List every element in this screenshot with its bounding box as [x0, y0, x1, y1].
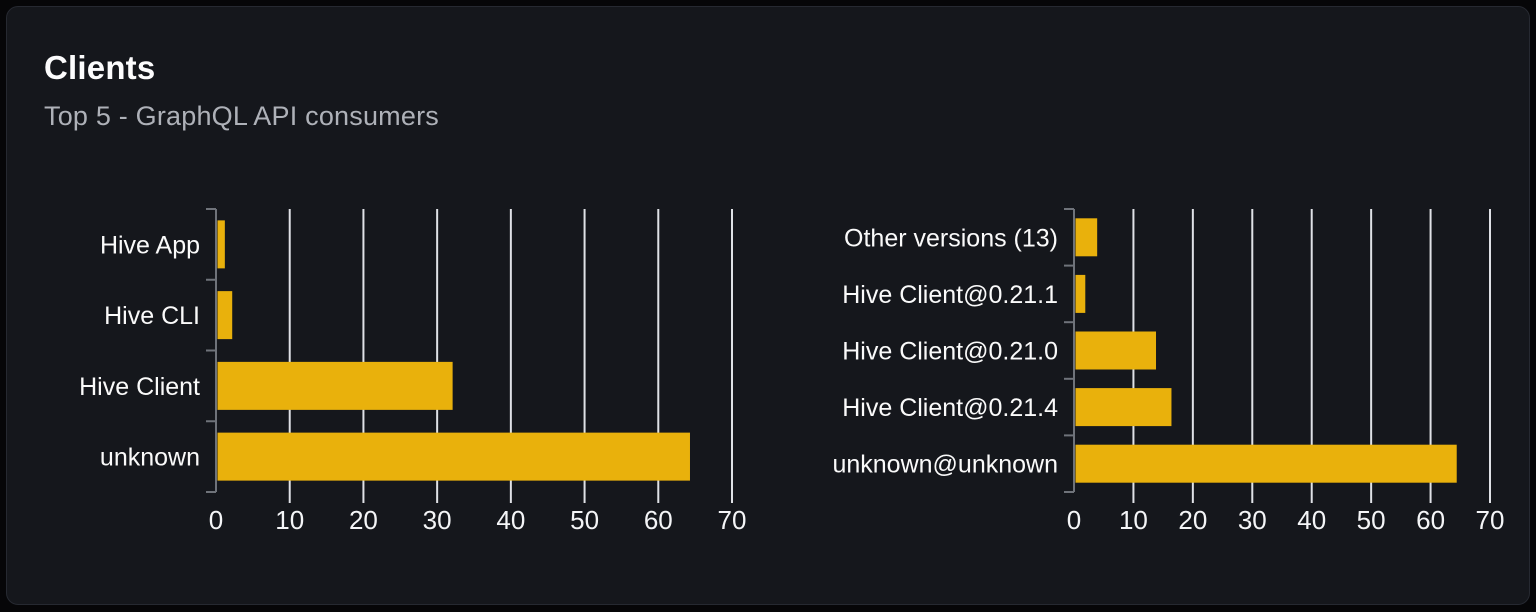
- x-tick-label: 50: [1357, 505, 1386, 535]
- x-tick-label: 40: [496, 505, 525, 535]
- bar[interactable]: [1075, 274, 1086, 313]
- x-tick-label: 60: [1416, 505, 1445, 535]
- category-label: Other versions (13): [844, 224, 1058, 252]
- x-tick-label: 10: [275, 505, 304, 535]
- category-label: Hive Client: [79, 373, 200, 401]
- bar[interactable]: [217, 432, 690, 481]
- x-tick-label: 20: [349, 505, 378, 535]
- clients-by-name-bar-chart: 0 10 20 30 40 50 60 70 Hive App Hive CLI Hive Clie…: [76, 197, 746, 542]
- bar[interactable]: [1075, 388, 1172, 427]
- category-label: unknown@unknown: [832, 451, 1058, 479]
- bar[interactable]: [1075, 218, 1098, 257]
- x-tick-label: 70: [718, 505, 747, 535]
- category-label: Hive CLI: [104, 302, 200, 330]
- category-label: Hive App: [100, 231, 200, 259]
- bar-chart-svg: 0 10 20 30 40 50 60 70 Hive App Hive CLI Hive Clie…: [79, 208, 747, 535]
- clients-by-version-bar-chart: 0 10 20 30 40 50 60 70 Other versions (13) Hive C…: [819, 197, 1509, 542]
- bar-chart-svg: 0 10 20 30 40 50 60 70 Other versions (13) Hive C…: [832, 208, 1505, 535]
- category-label: Hive Client@0.21.0: [842, 338, 1058, 366]
- x-tick-label: 10: [1119, 505, 1148, 535]
- panel-title: Clients: [44, 49, 156, 86]
- x-tick-label: 50: [570, 505, 599, 535]
- clients-panel: Clients Top 5 - GraphQL API consumers 0 1…: [6, 6, 1530, 605]
- bar[interactable]: [217, 291, 233, 340]
- bar[interactable]: [217, 220, 225, 269]
- x-tick-label: 30: [1238, 505, 1267, 535]
- panel-subtitle: Top 5 - GraphQL API consumers: [44, 101, 439, 131]
- bar[interactable]: [1075, 444, 1457, 483]
- category-label: unknown: [100, 444, 200, 472]
- bar[interactable]: [217, 361, 453, 410]
- x-tick-label: 30: [423, 505, 452, 535]
- bar[interactable]: [1075, 331, 1157, 370]
- x-tick-label: 70: [1476, 505, 1505, 535]
- x-tick-label: 0: [1067, 505, 1081, 535]
- x-tick-label: 40: [1297, 505, 1326, 535]
- category-label: Hive Client@0.21.1: [842, 281, 1058, 309]
- category-label: Hive Client@0.21.4: [842, 394, 1058, 422]
- x-tick-label: 20: [1178, 505, 1207, 535]
- panel-header: Clients Top 5 - GraphQL API consumers: [44, 49, 439, 132]
- x-tick-label: 60: [644, 505, 673, 535]
- x-tick-label: 0: [209, 505, 223, 535]
